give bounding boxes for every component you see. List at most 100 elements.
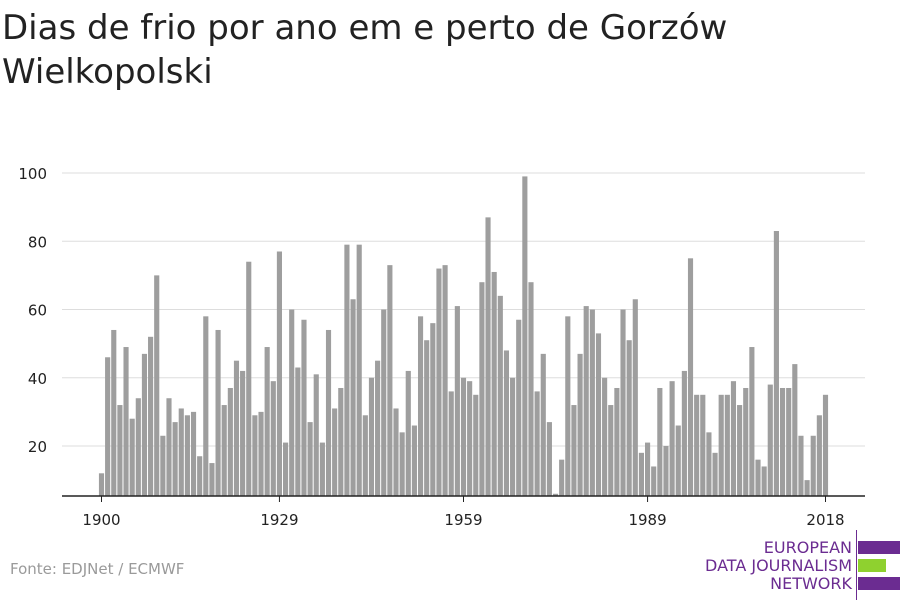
bar	[454, 306, 460, 496]
bar	[387, 265, 393, 496]
bar	[227, 387, 233, 496]
bar	[362, 415, 368, 496]
edjnet-logo[interactable]: EUROPEAN DATA JOURNALISM NETWORK	[700, 530, 900, 600]
bar	[724, 394, 730, 496]
bar	[141, 353, 148, 496]
logo-text-line-3: NETWORK	[770, 574, 852, 593]
bar	[356, 244, 362, 496]
bar	[430, 323, 436, 496]
bar	[442, 265, 448, 496]
bar	[767, 384, 773, 496]
y-tick-label: 60	[28, 302, 47, 320]
bar	[209, 463, 215, 496]
bar	[258, 411, 264, 496]
bar	[399, 432, 405, 496]
bar	[663, 446, 669, 496]
bar	[577, 353, 583, 496]
bar	[270, 381, 276, 496]
bar	[344, 244, 350, 496]
bar	[197, 456, 203, 496]
bar	[510, 377, 516, 496]
bar	[436, 268, 442, 496]
bar	[166, 398, 172, 496]
bar	[117, 405, 123, 496]
bar	[559, 459, 565, 496]
bar	[172, 422, 178, 496]
bar	[687, 258, 694, 496]
bar	[233, 360, 240, 496]
bar	[737, 405, 743, 496]
bar	[240, 370, 246, 496]
bar	[405, 370, 411, 496]
bar	[178, 408, 184, 496]
bar	[307, 422, 313, 496]
bar	[381, 309, 387, 496]
bar	[730, 381, 737, 496]
bar	[595, 333, 602, 496]
x-axis-ticks: 1900 1929 1959 1989 2018	[82, 496, 845, 529]
bar	[694, 394, 700, 496]
bar	[620, 309, 626, 496]
bar	[123, 347, 129, 496]
bar	[332, 408, 338, 496]
logo-text-line-2: DATA JOURNALISM	[705, 556, 852, 575]
bar	[264, 347, 270, 496]
bar	[479, 282, 485, 496]
bar	[608, 405, 614, 496]
bar	[148, 336, 154, 496]
bar	[657, 387, 663, 496]
bar	[528, 282, 534, 496]
y-tick-label: 40	[28, 370, 47, 388]
bar	[816, 415, 822, 496]
bar	[276, 251, 282, 496]
y-axis-ticks: 20 40 60 80 100	[18, 165, 47, 456]
bar	[773, 231, 779, 496]
bar	[749, 347, 755, 496]
bar	[203, 316, 209, 496]
bar	[375, 360, 381, 496]
bar	[467, 381, 473, 496]
bar	[473, 394, 479, 496]
bar	[338, 387, 344, 496]
bar	[602, 377, 608, 496]
bar	[589, 309, 595, 496]
bar	[810, 435, 816, 496]
bar	[786, 387, 792, 496]
logo-text-line-1: EUROPEAN	[763, 538, 852, 557]
bar	[552, 493, 559, 496]
bar	[718, 394, 724, 496]
bar	[761, 466, 767, 496]
bar	[98, 473, 105, 496]
bar	[417, 316, 424, 496]
bar	[295, 367, 301, 496]
bar	[503, 350, 510, 496]
bar	[755, 459, 761, 496]
bar	[135, 398, 141, 496]
x-tick-label: 1929	[260, 511, 298, 529]
logo-bar-2	[858, 559, 886, 572]
bar	[350, 299, 356, 496]
bar	[497, 295, 503, 496]
logo-bar-3	[858, 577, 900, 590]
bars	[98, 176, 829, 497]
bar	[798, 435, 804, 496]
bar	[319, 442, 325, 496]
bar	[289, 309, 295, 496]
source-note: Fonte: EDJNet / ECMWF	[10, 560, 185, 578]
bar	[706, 432, 712, 496]
bar	[779, 387, 786, 496]
bar	[651, 466, 657, 496]
bar	[283, 442, 289, 496]
bar	[516, 319, 522, 496]
bar	[313, 374, 319, 496]
y-tick-label: 100	[18, 165, 47, 183]
y-tick-label: 80	[28, 233, 47, 251]
bar	[626, 340, 632, 496]
bar	[638, 452, 644, 496]
bar	[246, 261, 252, 496]
bar	[614, 387, 620, 496]
bar	[571, 405, 577, 496]
x-tick-label: 1989	[628, 511, 666, 529]
bar	[448, 391, 454, 496]
